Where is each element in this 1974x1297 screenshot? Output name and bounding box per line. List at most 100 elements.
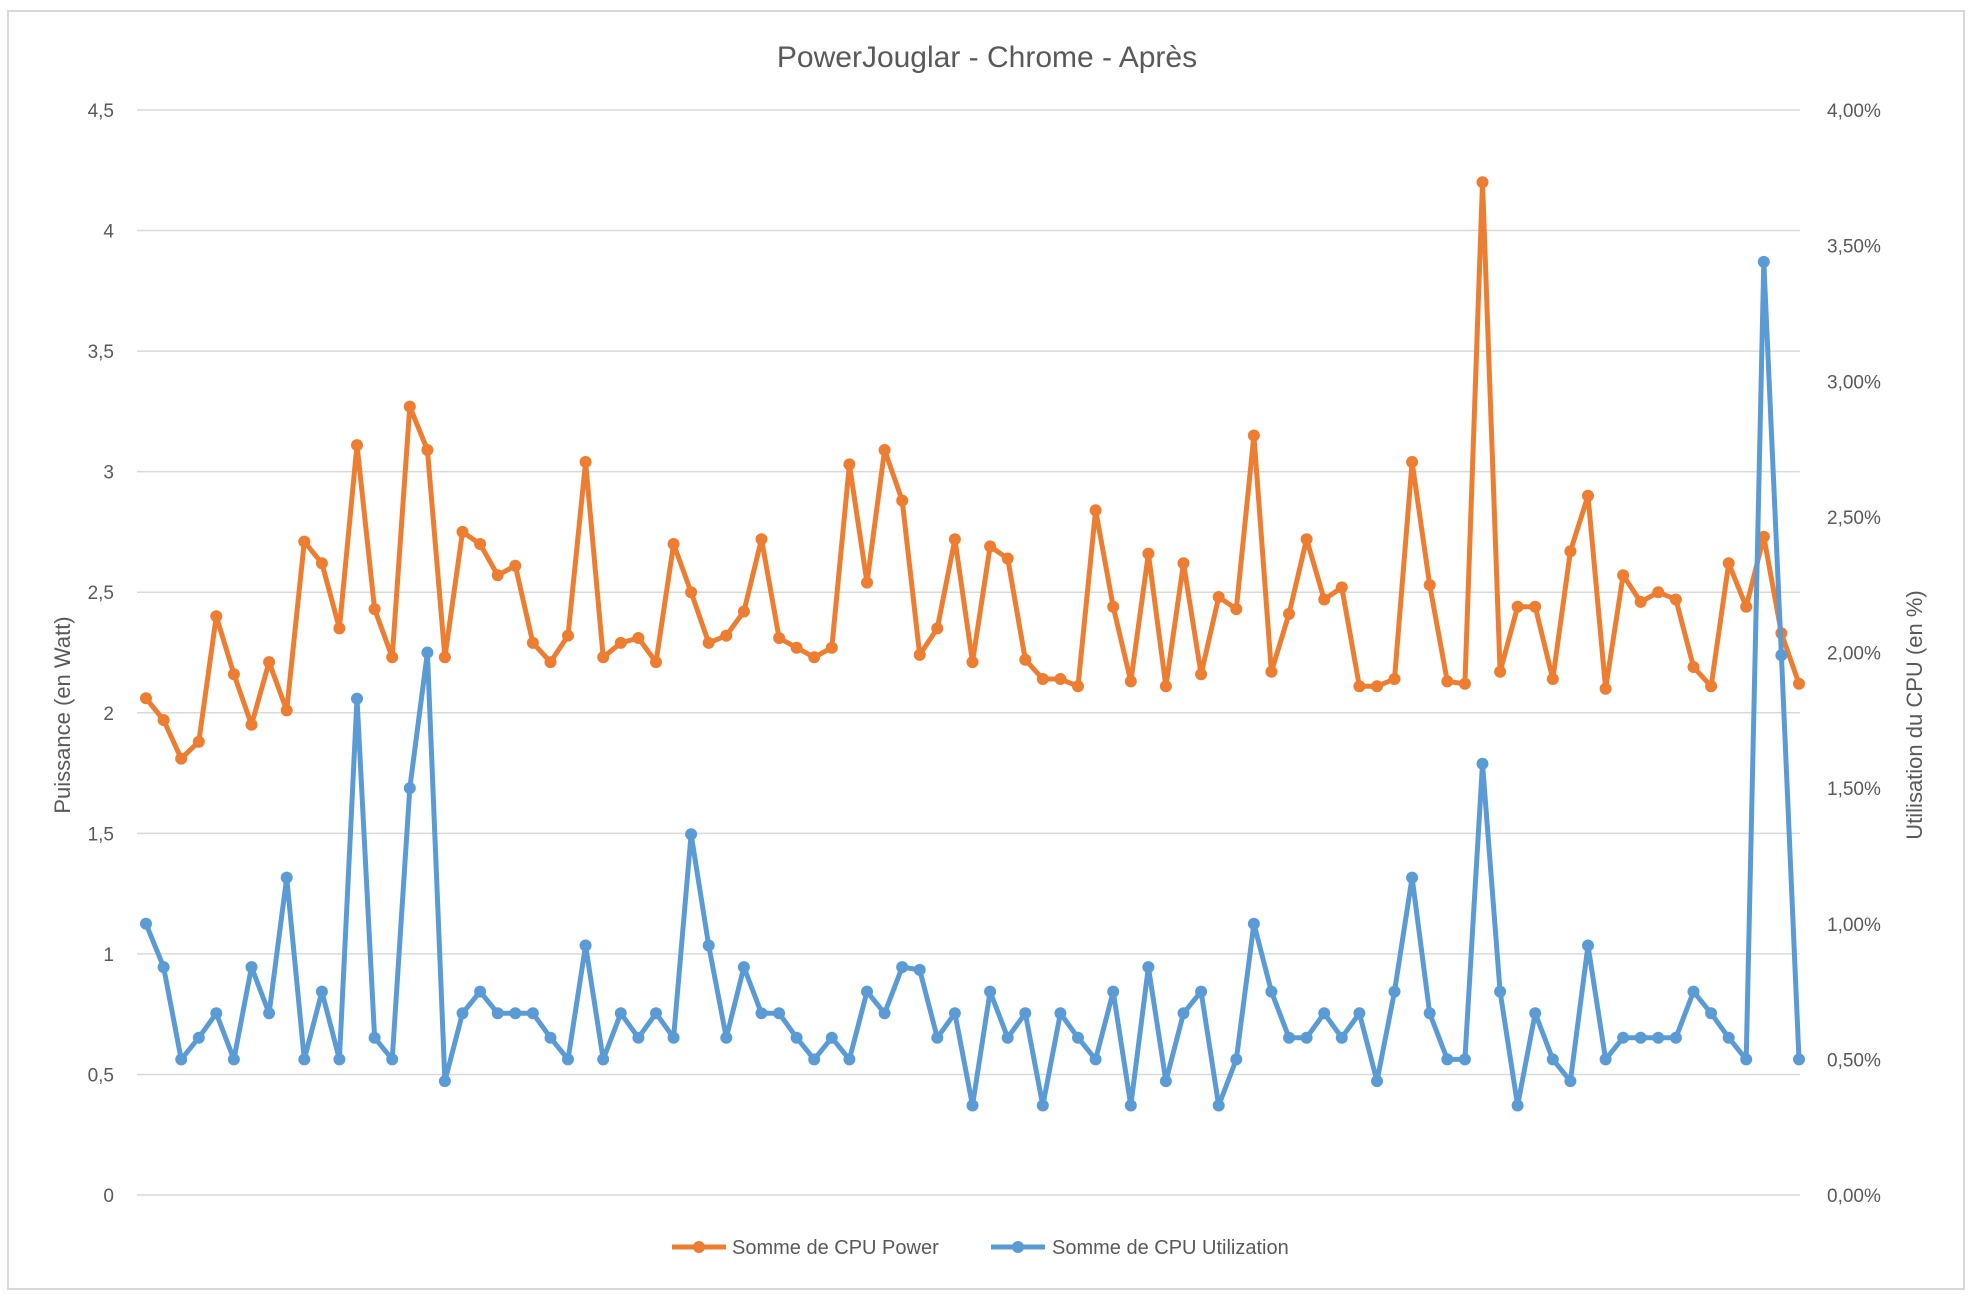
right-tick-label: 4,00% [1827, 101, 1881, 122]
data-point-cpu-power [1300, 533, 1313, 546]
data-point-cpu-utilization [1388, 985, 1401, 998]
data-point-cpu-power [386, 651, 399, 664]
data-point-cpu-utilization [140, 917, 152, 930]
data-point-cpu-utilization [1511, 1099, 1524, 1112]
data-point-cpu-power [1406, 456, 1419, 468]
data-point-cpu-utilization [1247, 917, 1260, 930]
data-point-cpu-utilization [157, 961, 170, 974]
data-point-cpu-power [1669, 593, 1682, 606]
data-point-cpu-utilization [984, 985, 997, 998]
data-point-cpu-power [1494, 665, 1507, 678]
data-point-cpu-power [1353, 680, 1366, 693]
data-point-cpu-utilization [579, 939, 592, 952]
data-point-cpu-utilization [403, 782, 416, 795]
data-point-cpu-utilization [456, 1007, 469, 1020]
data-point-cpu-power [843, 458, 856, 471]
data-point-cpu-utilization [1054, 1007, 1067, 1020]
data-point-cpu-power [333, 622, 346, 635]
left-tick-label: 1 [103, 945, 114, 966]
right-tick-label: 0,00% [1827, 1186, 1881, 1207]
data-point-cpu-utilization [1546, 1053, 1559, 1066]
data-point-cpu-power [984, 540, 997, 553]
right-tick-label: 0,50% [1827, 1050, 1881, 1071]
data-point-cpu-utilization [1300, 1031, 1313, 1044]
data-point-cpu-utilization [1529, 1007, 1542, 1020]
data-point-cpu-power [896, 494, 909, 507]
data-point-cpu-power [579, 456, 592, 468]
data-point-cpu-utilization [808, 1053, 821, 1066]
data-point-cpu-utilization [1775, 649, 1788, 662]
data-point-cpu-utilization [667, 1031, 680, 1044]
data-point-cpu-utilization [843, 1053, 856, 1066]
data-point-cpu-utilization [1740, 1053, 1753, 1066]
data-point-cpu-power [1511, 600, 1524, 613]
data-point-cpu-utilization [1195, 985, 1208, 998]
series-layer [140, 176, 1805, 1112]
data-point-cpu-utilization [790, 1031, 803, 1044]
data-point-cpu-utilization [1793, 1053, 1805, 1066]
data-point-cpu-power [263, 656, 276, 669]
data-point-cpu-utilization [562, 1053, 574, 1066]
data-point-cpu-utilization [1371, 1075, 1383, 1088]
data-point-cpu-utilization [1441, 1053, 1454, 1066]
data-point-cpu-utilization [702, 939, 715, 952]
data-point-cpu-power [650, 656, 662, 669]
legend-item-cpu-power: Somme de CPU Power [672, 1237, 939, 1259]
data-point-cpu-power [790, 641, 803, 654]
data-point-cpu-utilization [333, 1053, 346, 1066]
data-point-cpu-utilization [544, 1031, 557, 1044]
data-point-cpu-power [245, 718, 258, 731]
legend: Somme de CPU Power Somme de CPU Utilizati… [672, 1237, 1289, 1259]
data-point-cpu-power [597, 651, 610, 664]
data-point-cpu-power [140, 692, 152, 705]
legend-item-cpu-utilization: Somme de CPU Utilization [991, 1237, 1289, 1259]
left-tick-label: 1,5 [88, 824, 114, 845]
data-point-cpu-utilization [773, 1007, 786, 1020]
data-point-cpu-power [931, 622, 944, 635]
data-point-cpu-power [1177, 557, 1190, 570]
data-point-cpu-utilization [685, 828, 698, 841]
left-tick-label: 3,5 [88, 342, 114, 363]
data-point-cpu-power [1546, 673, 1559, 685]
legend-marker [1012, 1241, 1024, 1253]
data-point-cpu-power [1265, 665, 1278, 678]
data-point-cpu-power [861, 576, 873, 589]
data-point-cpu-power [1318, 593, 1331, 606]
data-point-cpu-utilization [1617, 1031, 1630, 1044]
data-point-cpu-power [1159, 680, 1172, 693]
data-point-cpu-power [1142, 547, 1155, 560]
data-point-cpu-power [1195, 668, 1208, 681]
data-point-cpu-power [1722, 557, 1735, 570]
data-point-cpu-utilization [878, 1007, 891, 1020]
data-point-cpu-power [210, 610, 223, 623]
data-point-cpu-utilization [1494, 985, 1507, 998]
data-point-cpu-power [1124, 675, 1137, 688]
data-point-cpu-utilization [1089, 1053, 1102, 1066]
data-point-cpu-power [526, 636, 539, 649]
data-point-cpu-power [509, 559, 522, 572]
right-tick-label: 1,00% [1827, 915, 1881, 936]
data-point-cpu-utilization [1318, 1007, 1331, 1020]
data-point-cpu-power [1212, 591, 1225, 603]
left-tick-label: 4 [103, 222, 114, 243]
data-point-cpu-utilization [526, 1007, 539, 1020]
data-point-cpu-power [948, 533, 961, 546]
data-point-cpu-power [491, 569, 504, 582]
right-tick-label: 2,50% [1827, 508, 1881, 529]
data-point-cpu-power [1019, 653, 1032, 666]
right-tick-label: 2,00% [1827, 644, 1881, 665]
data-point-cpu-utilization [438, 1075, 451, 1088]
data-point-cpu-power [825, 641, 838, 654]
data-point-cpu-power [351, 439, 363, 452]
data-point-cpu-power [1458, 677, 1471, 690]
data-point-cpu-utilization [1283, 1031, 1295, 1044]
data-point-cpu-utilization [1159, 1075, 1172, 1088]
data-point-cpu-power [456, 525, 469, 538]
data-point-cpu-power [562, 629, 574, 642]
legend-label: Somme de CPU Utilization [1052, 1237, 1289, 1259]
data-point-cpu-utilization [1705, 1007, 1718, 1020]
data-point-cpu-power [614, 636, 627, 649]
left-tick-label: 3 [103, 463, 114, 484]
data-point-cpu-power [1582, 489, 1594, 502]
